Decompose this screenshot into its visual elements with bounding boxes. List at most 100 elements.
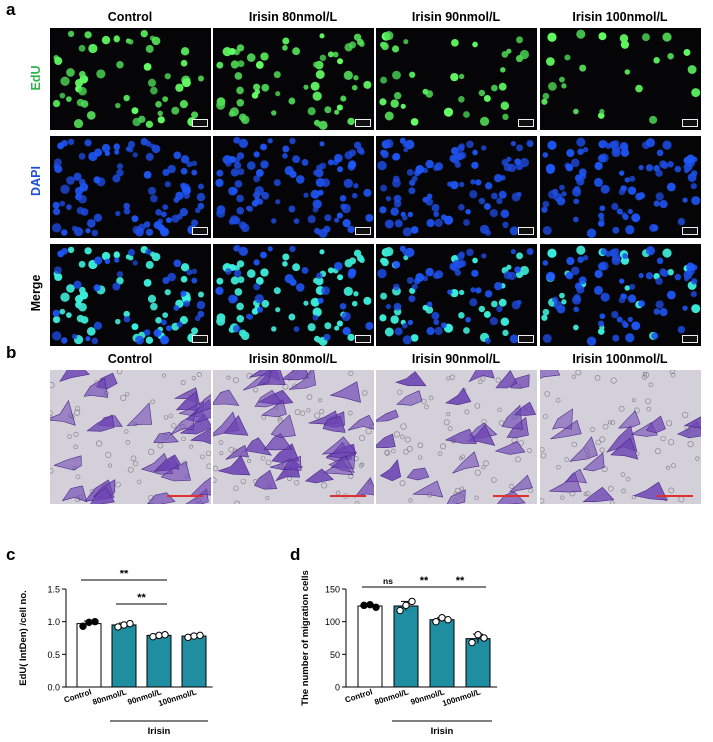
- x-tick-label: 90nmol/L: [126, 687, 162, 706]
- data-point: [366, 600, 374, 609]
- panel-b-col-0: Control: [107, 352, 153, 366]
- bar-1: [111, 624, 137, 688]
- scale-bar: [682, 227, 698, 235]
- x-tick-label: Control: [63, 687, 93, 704]
- dapi-micrograph-1: [213, 136, 374, 238]
- transwell-image-3: [540, 370, 701, 504]
- significance-label: **: [456, 575, 465, 587]
- y-tick-label: 1.0: [47, 617, 60, 627]
- data-point: [396, 606, 404, 615]
- y-tick-label: 0.5: [47, 650, 60, 660]
- panel-a-col-0: Control: [107, 10, 153, 24]
- scale-bar: [192, 227, 208, 235]
- transwell-image-2: [376, 370, 537, 504]
- bar-0: [76, 623, 102, 688]
- scale-bar: [518, 335, 534, 343]
- x-tick-label: 100nmol/L: [441, 687, 482, 708]
- scale-bar: [682, 119, 698, 127]
- edu-micrograph-2: [376, 28, 537, 130]
- chart-c: 0.0 0.5 1.0 1.5 EdU( IntDen) /cell no. Contro…: [18, 570, 213, 737]
- y-tick-label: 150: [325, 585, 340, 595]
- scale-bar: [355, 119, 371, 127]
- dapi-micrograph-0: [50, 136, 211, 238]
- panel-b-col-1: Irisin 80nmol/L: [248, 352, 338, 366]
- merge-micrograph-1: [213, 244, 374, 346]
- chart-d: 0 50 100 150 The number of migration cells Co…: [300, 570, 498, 737]
- x-tick-label: 80nmol/L: [373, 687, 409, 706]
- data-point: [91, 617, 99, 626]
- significance-label: **: [137, 592, 146, 604]
- significance-label: **: [420, 575, 429, 587]
- x-tick-label: 80nmol/L: [91, 687, 127, 706]
- significance-label: **: [120, 570, 129, 580]
- data-point: [114, 623, 122, 631]
- y-axis-label: The number of migration cells: [300, 570, 311, 706]
- data-point: [190, 632, 198, 640]
- data-point: [402, 601, 410, 610]
- panel-b-letter: b: [6, 343, 17, 362]
- row-label-dapi: DAPI: [29, 166, 43, 196]
- y-tick-label: 100: [325, 617, 340, 627]
- y-tick-label: 50: [330, 650, 340, 660]
- data-point: [184, 633, 192, 642]
- data-point: [155, 631, 163, 640]
- bar-0: [357, 605, 383, 688]
- data-point: [372, 603, 380, 611]
- scale-bar: [518, 119, 534, 127]
- group-label: Irisin: [148, 726, 171, 737]
- bar-2: [146, 634, 172, 688]
- scale-bar: [192, 335, 208, 343]
- x-tick-label: 90nmol/L: [409, 687, 445, 706]
- y-tick-label: 0: [335, 683, 340, 693]
- dapi-micrograph-3: [540, 136, 701, 238]
- data-point: [360, 601, 368, 610]
- bar-3: [181, 635, 207, 688]
- scale-bar: [355, 335, 371, 343]
- transwell-image-1: [213, 370, 374, 504]
- row-label-edu: EdU: [29, 65, 43, 91]
- data-point: [408, 597, 416, 606]
- scale-bar: [682, 335, 698, 343]
- data-point: [85, 618, 93, 627]
- merge-micrograph-3: [540, 244, 701, 346]
- panel-d-letter: d: [290, 545, 301, 564]
- y-tick-label: 1.5: [47, 585, 60, 595]
- bar-2: [429, 619, 455, 688]
- transwell-image-0: [50, 370, 211, 504]
- dapi-micrograph-2: [376, 136, 537, 238]
- data-point: [444, 616, 452, 624]
- data-point: [149, 632, 157, 641]
- data-point: [161, 631, 169, 639]
- data-point: [480, 634, 488, 642]
- data-point: [432, 617, 440, 626]
- scale-bar: [518, 227, 534, 235]
- scale-bar: [330, 495, 366, 497]
- scale-bar: [355, 227, 371, 235]
- data-point: [474, 631, 482, 639]
- data-point: [196, 631, 204, 640]
- edu-micrograph-1: [213, 28, 374, 130]
- y-axis-label: EdU( IntDen) /cell no.: [18, 590, 29, 686]
- merge-micrograph-2: [376, 244, 537, 346]
- data-point: [79, 622, 87, 630]
- panel-b-col-3: Irisin 100nmol/L: [572, 352, 668, 366]
- panel-b-col-2: Irisin 90nmol/L: [411, 352, 501, 366]
- data-point: [126, 619, 134, 628]
- x-tick-label: 100nmol/L: [157, 687, 198, 708]
- scale-bar: [167, 495, 203, 497]
- data-point: [468, 638, 476, 647]
- panel-a-col-3: Irisin 100nmol/L: [572, 10, 668, 24]
- panel-a-letter: a: [6, 0, 16, 19]
- panel-a-col-2: Irisin 90nmol/L: [411, 10, 501, 24]
- significance-label: ns: [383, 576, 393, 586]
- data-point: [438, 614, 446, 622]
- group-label: Irisin: [431, 726, 454, 737]
- edu-micrograph-3: [540, 28, 701, 130]
- panel-c-letter: c: [6, 545, 16, 564]
- y-tick-label: 0.0: [47, 683, 60, 693]
- merge-micrograph-0: [50, 244, 211, 346]
- bar-1: [393, 605, 419, 688]
- scale-bar: [493, 495, 529, 497]
- row-label-merge: Merge: [29, 274, 43, 312]
- x-tick-label: Control: [344, 687, 374, 704]
